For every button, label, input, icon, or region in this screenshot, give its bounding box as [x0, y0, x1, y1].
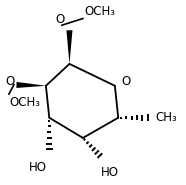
Polygon shape: [16, 82, 46, 88]
Text: OCH₃: OCH₃: [85, 5, 116, 18]
Text: CH₃: CH₃: [155, 111, 177, 124]
Polygon shape: [66, 30, 73, 64]
Text: OCH₃: OCH₃: [9, 96, 40, 109]
Text: O: O: [6, 75, 15, 88]
Text: O: O: [56, 13, 65, 26]
Text: HO: HO: [101, 166, 119, 179]
Text: O: O: [122, 75, 131, 88]
Text: HO: HO: [29, 162, 47, 174]
